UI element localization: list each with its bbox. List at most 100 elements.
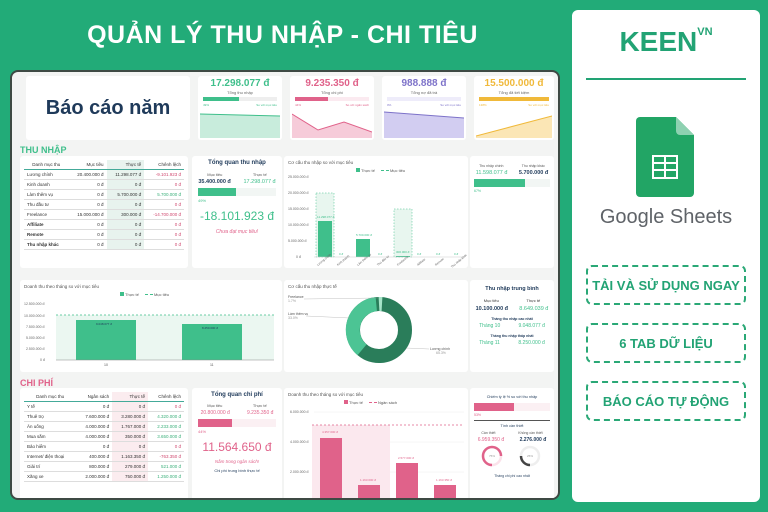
col-header: Chênh lệch (148, 392, 184, 402)
col-header: Thực tế (112, 392, 149, 402)
progress-bar (474, 179, 550, 187)
bar-chart: 12.500.000 đ 10.000.000 đ 7.500.000 đ 5.000… (24, 302, 274, 367)
label: Mục tiêu (207, 403, 223, 408)
bar-chart: 6.000.000 đ 4.000.000 đ 2.000.000 đ 4.357.… (290, 410, 464, 498)
chart-title: Cơ cấu thu nhập thực tế (288, 284, 337, 289)
page-title: QUẢN LÝ THU NHẬP - CHI TIÊU (87, 20, 478, 49)
expense-overview-card: Tổng quan chi phí Mục tiêu Thực tế 20.800… (192, 388, 282, 498)
progress-bar (198, 419, 276, 427)
label: Tháng thu nhập cao nhất (491, 317, 533, 321)
col-header: Mục tiêu (68, 160, 107, 170)
svg-text:5.700.000 đ: 5.700.000 đ (356, 233, 372, 237)
label: Cần thiết (481, 431, 496, 435)
target-value: 20.800.000 đ (200, 410, 230, 416)
expense-table-card: Danh mục thu Ngân sách Thực tế Chênh lệc… (20, 388, 188, 498)
monthly-income-chart: Doanh thu theo tháng so với mục tiêu Thự… (20, 280, 282, 372)
income-section-title: THU NHẬP (20, 145, 67, 155)
label: Tháng chi phí cao nhất (494, 474, 530, 478)
svg-text:2.500.000 đ: 2.500.000 đ (26, 347, 45, 351)
svg-text:0 đ: 0 đ (417, 252, 422, 256)
table-row: Mua sắm 4.000.000 đ 350.000 đ 3.650.000 đ (24, 431, 184, 442)
svg-text:20.000.000 đ: 20.000.000 đ (288, 191, 308, 195)
auto-report-button[interactable]: BÁO CÁO TỰ ĐỘNG (586, 381, 746, 421)
svg-text:2.000.000 đ: 2.000.000 đ (290, 470, 309, 474)
svg-text:Freelance: Freelance (396, 255, 409, 267)
svg-text:Lương chính: Lương chính (430, 347, 450, 351)
label: Chi phí trung bình thực tế (214, 468, 260, 473)
table-row: Thuê trọ 7.600.000 đ 3.280.000 đ 4.320.000 … (24, 411, 184, 422)
card-title: Thu nhập trung bình (485, 286, 539, 292)
dashboard-screenshot: Báo cáo năm 17.298.077 đ Tổng thu nhập 4… (10, 70, 560, 500)
kpi-pct: 49% (203, 103, 210, 107)
kpi-progress (479, 97, 549, 101)
svg-text:4.357.000 đ: 4.357.000 đ (322, 430, 338, 434)
download-now-button[interactable]: TẢI VÀ SỬ DỤNG NGAY (586, 265, 746, 305)
ratio-donuts: 75% 25% (481, 445, 541, 467)
svg-text:12.500.000 đ: 12.500.000 đ (24, 302, 44, 306)
kpi-sparkline (476, 115, 552, 138)
svg-text:2.577.000 đ: 2.577.000 đ (398, 456, 414, 460)
col-header: Chênh lệch (144, 160, 184, 170)
target-value: 35.400.000 đ (198, 179, 231, 185)
kpi-sparkline (292, 113, 372, 138)
card-title: Tổng quan chi phí (211, 392, 263, 398)
kpi-note: So với mục tiêu (256, 103, 277, 107)
kpi-value: 17.298.077 đ (210, 78, 270, 89)
google-sheets-icon (636, 117, 694, 197)
income-pie-chart: Cơ cấu thu nhập thực tế Freelance 1.7% Là… (284, 280, 468, 372)
svg-text:25.000.000 đ: 25.000.000 đ (288, 175, 308, 179)
svg-text:10.000.000 đ: 10.000.000 đ (288, 223, 308, 227)
svg-text:65.3%: 65.3% (436, 351, 446, 355)
kpi-pct: 0% (387, 103, 392, 107)
actual-value: 17.298.077 đ (243, 179, 276, 185)
six-tabs-button[interactable]: 6 TAB DỮ LIỆU (586, 323, 746, 363)
svg-text:300.000 đ: 300.000 đ (396, 250, 410, 254)
income-structure-chart: Cơ cấu thu nhập so với mục tiêu Thực tế … (284, 156, 468, 268)
svg-text:1.163.000 đ: 1.163.000 đ (360, 478, 376, 482)
kpi-total-income: 17.298.077 đ Tổng thu nhập 49% So với mục… (198, 76, 282, 140)
chart-title: Doanh thu theo tháng so với mục tiêu (288, 392, 363, 397)
label: Thực tế (252, 403, 267, 408)
promo-sidebar: KEENVN Google Sheets TẢI VÀ SỬ DỤNG NGAY… (572, 10, 760, 502)
main-value: 11.598.077 đ (475, 170, 508, 176)
col-header: Thực tế (106, 160, 145, 170)
svg-text:Thu đầu tư: Thu đầu tư (376, 254, 390, 267)
value: 9.048.077 đ (518, 323, 545, 329)
chart-legend: Thực tế Mục tiêu (120, 292, 169, 297)
month: Tháng 11 (479, 340, 500, 346)
kpi-label: Tổng đã tiết kiệm (498, 90, 530, 95)
income-table-card: Danh mục thu Mục tiêu Thực tế Chênh lệch… (20, 156, 188, 268)
label: Mục tiêu (207, 172, 223, 177)
divider (586, 78, 746, 80)
svg-text:5.000.000 đ: 5.000.000 đ (288, 239, 307, 243)
kpi-total-debt-paid: 988.888 đ Tổng nợ đã trả 0% So với mục ti… (382, 76, 466, 140)
card-title: Tổng quan thu nhập (208, 160, 266, 166)
brand-logo: KEENVN (619, 26, 713, 57)
svg-text:0 đ: 0 đ (339, 252, 344, 256)
svg-text:4.000.000 đ: 4.000.000 đ (290, 440, 309, 444)
svg-text:0 đ: 0 đ (296, 255, 301, 259)
kpi-note: So với mục tiêu (528, 103, 549, 107)
expense-table: Danh mục thu Ngân sách Thực tế Chênh lệc… (24, 392, 184, 482)
svg-text:7.500.000 đ: 7.500.000 đ (26, 325, 45, 329)
kpi-progress (203, 97, 277, 101)
kpi-progress (295, 97, 369, 101)
income-overview-card: Tổng quan thu nhập Mục tiêu Thực tế 35.40… (192, 156, 282, 268)
value: 8.250.000 đ (518, 340, 545, 346)
kpi-note: So với mục tiêu (440, 103, 461, 107)
svg-text:Remote: Remote (434, 257, 445, 267)
label: Không cần thiết (518, 431, 543, 435)
kpi-sparkline (200, 113, 280, 138)
svg-text:9.048.077 đ: 9.048.077 đ (96, 322, 112, 326)
month: Tháng 10 (479, 323, 501, 329)
bar-chart: 25.000.000 đ 20.000.000 đ 15.000.000 đ 10.0… (288, 175, 468, 268)
svg-text:10.000.000 đ: 10.000.000 đ (24, 314, 44, 318)
label: Thu nhập chính (479, 164, 504, 168)
kpi-note: So với ngân sách (345, 103, 369, 107)
table-row: Internet/ điện thoại 400.000 đ 1.163.350 đ… (24, 451, 184, 462)
